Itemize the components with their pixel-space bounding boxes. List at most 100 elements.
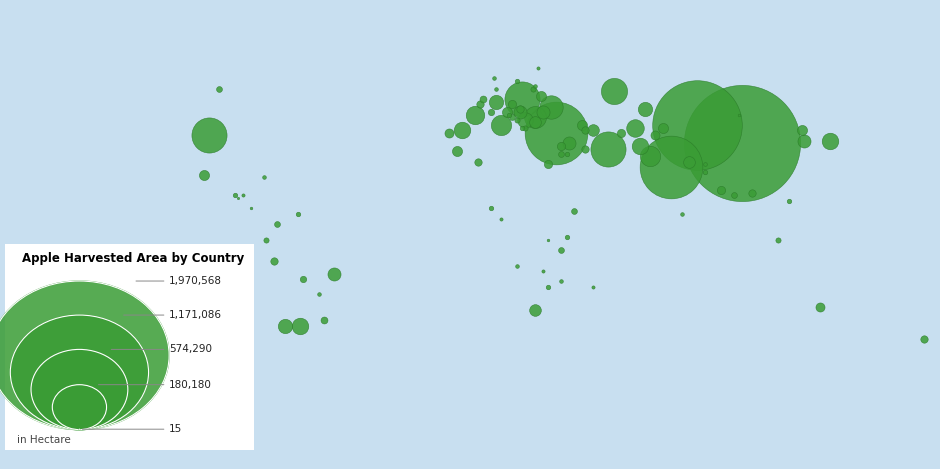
Point xyxy=(517,116,532,124)
Point xyxy=(527,82,542,90)
Point xyxy=(697,160,713,168)
Point xyxy=(633,142,648,150)
Point xyxy=(494,215,509,223)
Point xyxy=(614,129,629,136)
Point xyxy=(257,174,272,181)
Point xyxy=(515,124,530,131)
Point xyxy=(476,95,491,103)
Point xyxy=(562,140,577,147)
Point xyxy=(509,77,525,84)
Point xyxy=(797,137,812,144)
Point xyxy=(822,137,838,144)
Point xyxy=(540,283,556,290)
Point xyxy=(559,234,574,241)
Circle shape xyxy=(0,281,169,430)
Point xyxy=(536,267,551,275)
Point xyxy=(455,127,470,134)
Point xyxy=(577,145,592,152)
Point xyxy=(781,197,796,204)
Point xyxy=(554,246,569,254)
Point xyxy=(674,210,689,218)
Point xyxy=(489,85,504,92)
Text: 1,970,568: 1,970,568 xyxy=(169,276,222,286)
Point xyxy=(533,93,548,100)
Point xyxy=(606,87,621,95)
Point xyxy=(486,75,501,82)
Point xyxy=(916,335,932,342)
Point xyxy=(554,142,569,150)
Text: 574,290: 574,290 xyxy=(169,344,212,355)
Circle shape xyxy=(53,385,106,430)
Point xyxy=(512,106,527,113)
Point xyxy=(586,127,601,134)
Point xyxy=(201,132,216,139)
Point xyxy=(713,187,728,194)
Point xyxy=(311,291,326,298)
Point xyxy=(540,236,556,243)
Point xyxy=(212,85,227,92)
Point xyxy=(227,192,243,199)
Point xyxy=(643,152,658,160)
Point xyxy=(682,158,697,165)
Point xyxy=(243,204,258,212)
Point xyxy=(504,100,519,108)
Point xyxy=(574,121,589,129)
Circle shape xyxy=(10,315,149,430)
Point xyxy=(483,204,498,212)
Point xyxy=(527,119,542,126)
Point xyxy=(499,108,514,116)
Point xyxy=(277,322,292,329)
Point xyxy=(267,257,282,265)
Point xyxy=(554,150,569,158)
Text: 15: 15 xyxy=(169,424,182,434)
Point xyxy=(525,85,540,92)
Point xyxy=(794,127,809,134)
Point xyxy=(690,121,705,129)
Point xyxy=(509,116,525,124)
Point xyxy=(470,158,485,165)
Point xyxy=(483,108,498,116)
Point xyxy=(697,168,713,176)
Point xyxy=(235,192,250,199)
Point xyxy=(258,236,274,243)
Point xyxy=(664,163,679,171)
Circle shape xyxy=(31,349,128,430)
Text: Apple Harvested Area by Country: Apple Harvested Area by Country xyxy=(23,252,244,265)
Point xyxy=(656,124,671,131)
Point xyxy=(812,304,827,311)
Point xyxy=(627,124,642,131)
FancyBboxPatch shape xyxy=(2,242,257,452)
Point xyxy=(449,147,464,155)
Point xyxy=(559,150,574,158)
Point xyxy=(515,95,530,103)
Point xyxy=(727,192,742,199)
Point xyxy=(540,160,556,168)
Point xyxy=(744,189,760,197)
Point xyxy=(290,210,306,218)
Point xyxy=(543,103,558,111)
Point xyxy=(517,124,532,131)
Point xyxy=(292,322,307,329)
Point xyxy=(502,111,517,118)
Point xyxy=(731,111,746,118)
Point xyxy=(196,171,212,178)
Point xyxy=(489,98,504,106)
Text: 180,180: 180,180 xyxy=(169,380,212,390)
Point xyxy=(586,283,601,290)
Point xyxy=(295,275,310,282)
Point xyxy=(771,236,786,243)
Point xyxy=(536,108,551,116)
Point xyxy=(549,129,564,136)
Point xyxy=(648,132,663,139)
Point xyxy=(567,207,582,215)
Point xyxy=(316,317,331,324)
Point xyxy=(269,220,284,228)
Point xyxy=(601,145,616,152)
Point xyxy=(509,262,525,270)
Point xyxy=(527,113,542,121)
Point xyxy=(504,113,519,121)
Point xyxy=(554,278,569,285)
Point xyxy=(637,106,652,113)
Point xyxy=(527,306,542,314)
Point xyxy=(468,111,483,118)
